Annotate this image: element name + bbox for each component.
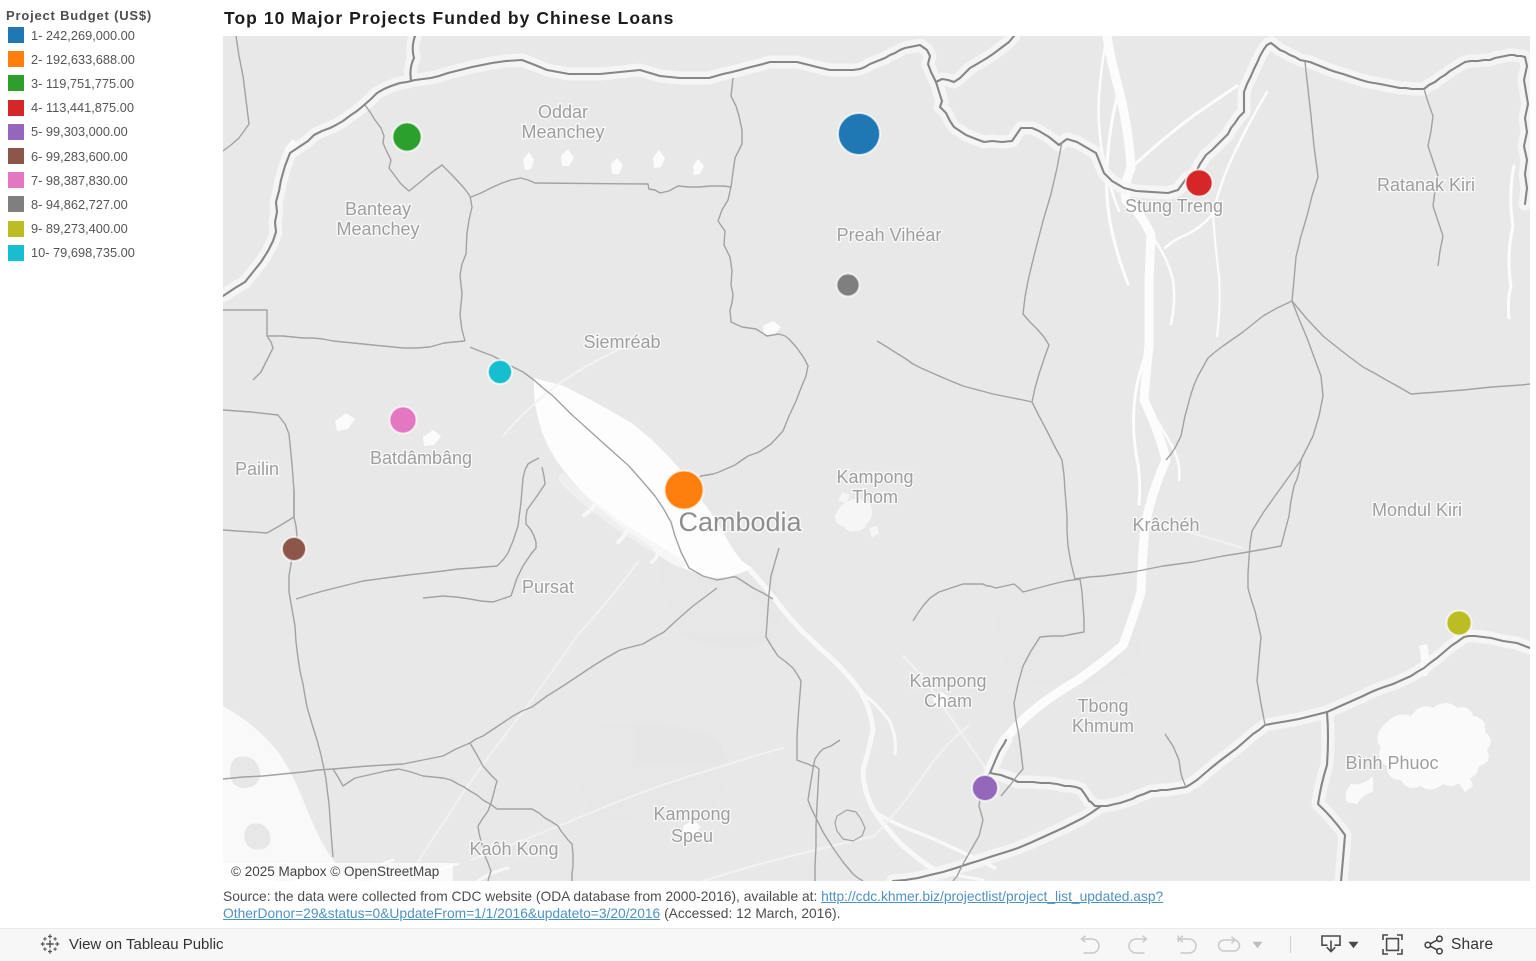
svg-text:Preah Vihéar: Preah Vihéar [837,225,942,245]
svg-text:Mondul Kiri: Mondul Kiri [1372,500,1462,520]
svg-text:Meanchey: Meanchey [336,219,419,239]
svg-text:Khmum: Khmum [1072,716,1134,736]
svg-text:Cambodia: Cambodia [678,507,802,537]
svg-text:Tbong: Tbong [1077,696,1128,716]
svg-text:Bình Phuoc: Bình Phuoc [1345,753,1438,773]
svg-text:Pursat: Pursat [522,577,574,597]
svg-text:Kampong: Kampong [909,671,986,691]
svg-text:Kampong: Kampong [653,804,730,824]
svg-text:Banteay: Banteay [345,199,411,219]
svg-text:Pailin: Pailin [235,459,279,479]
svg-text:Meanchey: Meanchey [521,122,604,142]
svg-text:Thom: Thom [852,487,898,507]
svg-text:Kaôh Kong: Kaôh Kong [469,839,558,859]
svg-text:Speu: Speu [671,826,713,846]
svg-text:Batdâmbâng: Batdâmbâng [370,448,472,468]
svg-text:Stung Treng: Stung Treng [1125,196,1223,216]
svg-text:Kampong: Kampong [836,467,913,487]
svg-text:Krâchéh: Krâchéh [1132,515,1199,535]
svg-text:© 2025 Mapbox © OpenStreetMap: © 2025 Mapbox © OpenStreetMap [231,864,439,879]
svg-text:Oddar: Oddar [538,102,588,122]
svg-text:Cham: Cham [924,691,972,711]
svg-text:Ratanak Kiri: Ratanak Kiri [1377,175,1475,195]
svg-text:Siemréab: Siemréab [583,332,660,352]
